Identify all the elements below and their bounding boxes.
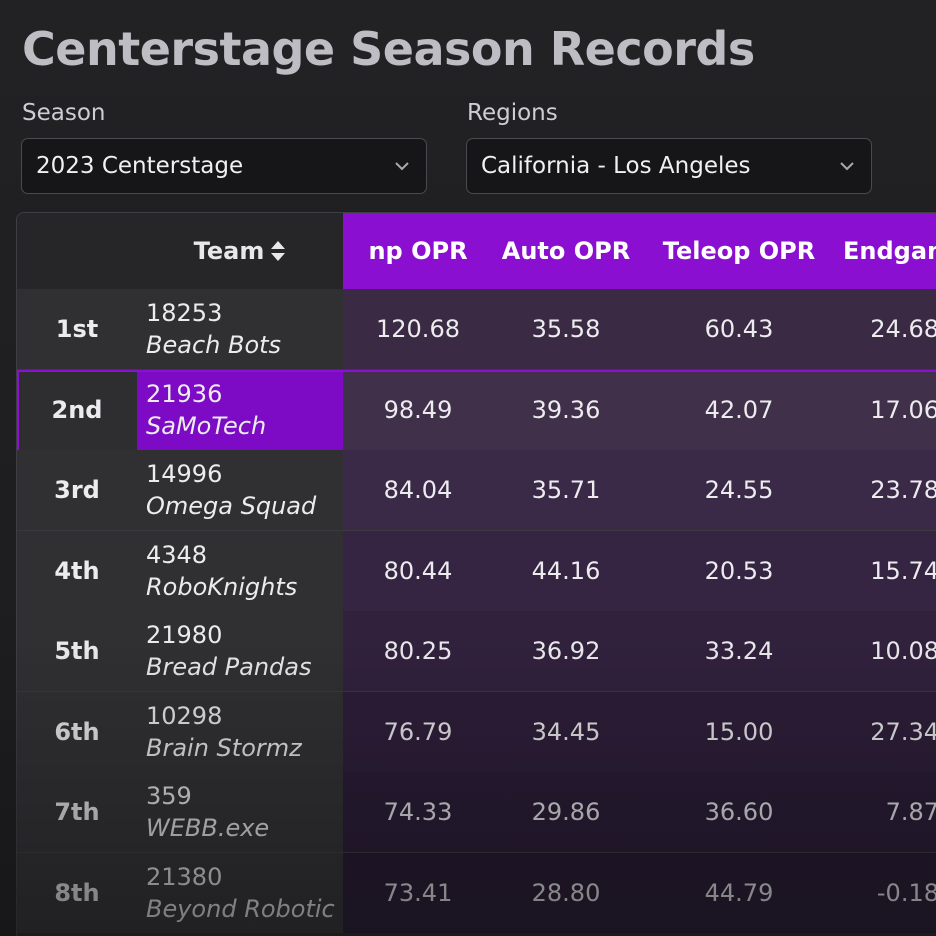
teleop-opr-cell: 36.60 [704, 798, 774, 826]
table-row[interactable]: 6th 10298 Brain Stormz 76.79 34.45 15.00 27.34 [17, 691, 936, 772]
endgame-opr-cell: 27.34 [870, 717, 936, 746]
team-cell[interactable]: 21980 Bread Pandas [137, 611, 343, 691]
table-row[interactable]: 7th 359 WEBB.exe 74.33 29.86 36.60 7.87 [17, 772, 936, 852]
row-left-bg [17, 289, 343, 369]
np-opr-cell: 74.33 [383, 798, 453, 826]
endgame-opr-cell: -0.18 [876, 878, 936, 907]
rank-cell: 8th [54, 878, 100, 907]
auto-opr-cell: 39.36 [531, 395, 601, 424]
rank-cell: 1st [55, 315, 99, 343]
team-number: 10298 [146, 701, 223, 730]
team-name: SaMoTech [146, 411, 267, 440]
team-cell[interactable]: 4348 RoboKnights [137, 531, 343, 611]
team-name: Bread Pandas [146, 653, 312, 681]
row-right-bg [343, 369, 936, 450]
np-opr-cell: 120.68 [376, 315, 460, 343]
team-number: 359 [146, 782, 192, 810]
auto-opr-cell: 35.58 [531, 315, 601, 343]
auto-opr-cell: 29.86 [531, 798, 601, 826]
table-row[interactable]: 4th 4348 RoboKnights 80.44 44.16 20.53 15.74 [17, 530, 936, 611]
auto-opr-header[interactable]: Auto OPR [493, 213, 639, 289]
regions-label: Regions [467, 100, 558, 126]
sort-icon[interactable] [270, 240, 286, 262]
team-highlight [137, 369, 343, 450]
endgame-opr-cell: 24.68 [870, 315, 936, 343]
teleop-opr-cell: 33.24 [704, 637, 774, 665]
endgame-opr-cell: 15.74 [870, 556, 936, 585]
teleop-opr-cell: 20.53 [704, 556, 774, 585]
rank-cell: 2nd [51, 395, 103, 424]
team-cell[interactable]: 18253 Beach Bots [137, 289, 343, 369]
team-name: RoboKnights [146, 572, 298, 601]
row-left-bg [17, 530, 343, 611]
rank-cell: 7th [54, 798, 100, 826]
team-number: 18253 [146, 299, 223, 327]
auto-opr-cell: 35.71 [531, 476, 601, 504]
row-right-bg [343, 289, 936, 369]
table-row[interactable]: 3rd 14996 Omega Squad 84.04 35.71 24.55 23.78 [17, 450, 936, 530]
table-row[interactable]: 5th 21980 Bread Pandas 80.25 36.92 33.24 10.08 [17, 611, 936, 691]
team-name: WEBB.exe [146, 814, 270, 842]
table-row[interactable]: 1st 18253 Beach Bots 120.68 35.58 60.43 24.68 [17, 289, 936, 369]
endgame-opr-cell: 17.06 [870, 395, 936, 424]
team-cell[interactable]: 14996 Omega Squad [137, 450, 343, 530]
team-number: 4348 [146, 540, 208, 569]
endgame-opr-cell: 10.08 [870, 637, 936, 665]
teleop-opr-cell: 24.55 [704, 476, 774, 504]
team-cell[interactable]: 21380 Beyond Robotic [137, 853, 343, 933]
teleop-opr-cell: 44.79 [704, 878, 774, 907]
endgame-opr-header[interactable]: Endgam [839, 213, 936, 289]
table-row[interactable]: 8th 21380 Beyond Robotic 73.41 28.80 44.79 -0.… [17, 852, 936, 933]
endgame-opr-cell: 23.78 [870, 476, 936, 504]
season-label: Season [22, 100, 106, 126]
team-header[interactable]: Team [137, 213, 343, 289]
row-right-bg [343, 530, 936, 611]
team-name: Brain Stormz [146, 733, 302, 762]
page-title: Centerstage Season Records [22, 22, 755, 76]
rank-cell: 6th [54, 717, 100, 746]
teleop-opr-cell: 60.43 [704, 315, 774, 343]
team-name: Omega Squad [146, 492, 317, 520]
team-number: 14996 [146, 460, 223, 488]
teleop-opr-cell: 42.07 [704, 395, 774, 424]
team-cell[interactable]: 359 WEBB.exe [137, 772, 343, 852]
auto-opr-cell: 28.80 [531, 878, 601, 907]
np-opr-cell: 80.44 [383, 556, 453, 585]
auto-opr-cell: 34.45 [531, 717, 601, 746]
rank-cell: 3rd [54, 476, 100, 504]
team-cell[interactable]: 10298 Brain Stormz [137, 692, 343, 772]
regions-select[interactable]: California - Los Angeles [466, 138, 872, 194]
np-opr-header[interactable]: np OPR [343, 213, 493, 289]
endgame-opr-cell: 7.87 [885, 798, 936, 826]
np-opr-cell: 98.49 [383, 395, 453, 424]
np-opr-cell: 73.41 [383, 878, 453, 907]
regions-select-value: California - Los Angeles [481, 153, 751, 179]
season-select[interactable]: 2023 Centerstage [21, 138, 427, 194]
team-number: 21380 [146, 862, 223, 891]
team-name: Beyond Robotic [146, 894, 335, 923]
team-number: 21936 [146, 379, 223, 408]
table-row[interactable]: 2nd 21936 SaMoTech 98.49 39.36 42.07 17.06 [17, 369, 936, 452]
team-cell[interactable]: 21936 SaMoTech [137, 370, 343, 450]
rank-cell: 4th [54, 556, 100, 585]
rank-header [17, 213, 137, 289]
rank-cell: 5th [54, 637, 100, 665]
team-header-label: Team [193, 237, 265, 265]
row-right-bg [343, 450, 936, 530]
auto-opr-cell: 44.16 [531, 556, 601, 585]
np-opr-cell: 84.04 [383, 476, 453, 504]
records-table: Team np OPR Auto OPR Teleop OPR Endgam 1… [16, 212, 936, 936]
chevron-down-icon [840, 162, 854, 171]
teleop-opr-header[interactable]: Teleop OPR [639, 213, 839, 289]
np-opr-cell: 80.25 [383, 637, 453, 665]
team-name: Beach Bots [146, 331, 282, 359]
auto-opr-cell: 36.92 [531, 637, 601, 665]
chevron-down-icon [395, 162, 409, 171]
teleop-opr-cell: 15.00 [704, 717, 774, 746]
np-opr-cell: 76.79 [383, 717, 453, 746]
team-number: 21980 [146, 621, 223, 649]
season-select-value: 2023 Centerstage [36, 153, 244, 179]
row-left-bg [17, 450, 343, 530]
